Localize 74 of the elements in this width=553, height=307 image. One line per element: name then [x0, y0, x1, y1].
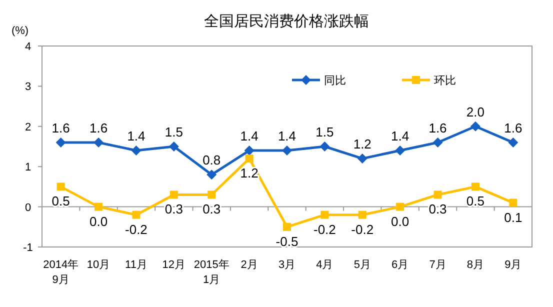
y-tick-label: 0 [24, 202, 32, 214]
point [245, 154, 254, 163]
chart-title: 全国居民消费价格涨跌幅 [204, 13, 369, 30]
data-label: 1.5 [164, 124, 183, 140]
point [396, 202, 404, 211]
data-label: 1.6 [428, 120, 447, 136]
x-tick-label: 7月 [429, 259, 446, 271]
data-label: -0.2 [351, 222, 374, 237]
data-label: 1.4 [127, 128, 146, 144]
point [94, 137, 104, 148]
point [320, 210, 329, 219]
point [168, 142, 179, 152]
x-tick-label: 2月 [240, 259, 258, 271]
data-label: 1.4 [240, 128, 258, 144]
point [395, 146, 406, 156]
point [434, 190, 442, 199]
point [131, 146, 142, 156]
y-tick-label: 1 [24, 162, 32, 174]
point [170, 190, 178, 199]
point [358, 210, 366, 219]
x-tick-label: 11月 [125, 259, 148, 271]
y-axis-title: (%) [11, 25, 29, 37]
point [508, 137, 518, 148]
point [357, 154, 368, 164]
point [206, 170, 217, 180]
y-tick-label: 4 [24, 41, 32, 53]
point [282, 146, 292, 156]
x-tick-label: 10月 [86, 259, 110, 271]
point [432, 137, 443, 148]
y-tick-label: 2 [24, 121, 32, 134]
point [283, 222, 291, 231]
data-label: 1.2 [353, 136, 372, 152]
x-tick-label: 8月 [466, 259, 484, 271]
data-label: 0.3 [202, 202, 221, 217]
point [470, 121, 480, 132]
point [471, 182, 480, 191]
x-tick-label: 2015年 1月 [194, 259, 230, 286]
legend-label: 同比 [324, 74, 346, 87]
data-label: 1.4 [278, 128, 296, 144]
point [320, 142, 330, 152]
data-label: 0.3 [164, 202, 183, 217]
point [208, 190, 216, 199]
point [94, 202, 103, 211]
data-label: 1.6 [504, 120, 522, 136]
data-label: 0.3 [428, 202, 447, 217]
data-label: -0.5 [276, 234, 298, 249]
data-label: 0.0 [391, 214, 410, 229]
data-label: 1.4 [391, 128, 410, 144]
data-label: 1.5 [316, 124, 334, 140]
point [244, 146, 254, 156]
x-tick-label: 12月 [162, 259, 186, 271]
point [56, 137, 66, 148]
data-label: 2.0 [466, 104, 484, 120]
x-tick-label: 9月 [504, 259, 522, 271]
x-tick-label: 2014年 9月 [43, 259, 79, 286]
data-label: 1.6 [52, 120, 70, 136]
y-tick-label: 3 [24, 81, 32, 94]
data-label: 1.6 [90, 120, 108, 136]
x-tick-label: 6月 [392, 259, 409, 271]
point [56, 182, 65, 191]
data-label: 0.1 [504, 210, 522, 225]
data-label: 0.0 [90, 214, 108, 229]
data-label: -0.2 [125, 222, 148, 237]
point [132, 210, 140, 219]
data-label: 0.5 [466, 194, 484, 209]
x-tick-label: 3月 [278, 259, 296, 271]
legend-label: 环比 [434, 74, 456, 87]
data-label: 0.5 [52, 194, 70, 209]
x-tick-label: 4月 [316, 259, 334, 271]
y-tick-label: -1 [23, 242, 33, 254]
data-label: -0.2 [313, 222, 336, 237]
x-tick-label: 5月 [354, 259, 371, 271]
data-label: 0.8 [202, 152, 221, 168]
point [509, 198, 518, 207]
